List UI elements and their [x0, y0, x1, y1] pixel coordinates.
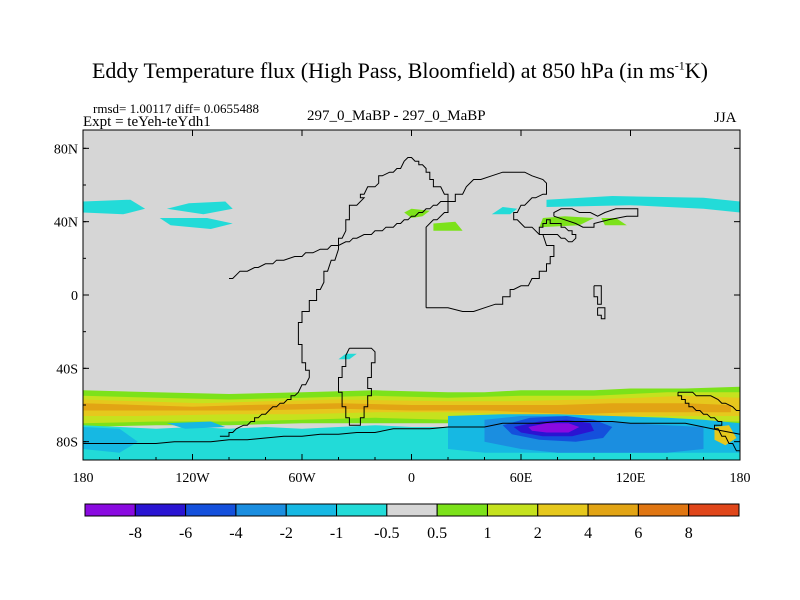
colorbar-swatch-8: [486, 503, 539, 517]
comparison-label: 297_0_MaBP - 297_0_MaBP: [307, 108, 486, 124]
colorbar-swatch-10: [587, 503, 639, 517]
x-tick-label: 60W: [288, 471, 316, 486]
chart-title-end: K): [684, 58, 708, 83]
colorbar-label: 6: [634, 525, 642, 542]
colorbar-swatch-2: [185, 503, 237, 517]
colorbar-swatch-4: [285, 503, 338, 517]
colorbar: -8 -6 -4 -2 -1 -0.5 0.5 1 2 4 6 8: [84, 503, 740, 542]
colorbar-label: -6: [179, 525, 192, 542]
x-tick-label: 60E: [510, 471, 533, 486]
colorbar-label: -8: [129, 525, 142, 542]
contour-region-6-level-1: [433, 221, 463, 231]
stats-label: rmsd= 1.00117 diff= 0.0655488: [93, 101, 259, 116]
contour-region-21-level--1: [166, 421, 226, 429]
colorbar-swatch-3: [235, 503, 287, 517]
colorbar-label: -1: [330, 525, 343, 542]
season-label: JJA: [714, 110, 737, 126]
colorbar-label: 8: [685, 525, 693, 542]
coastline-2: [425, 171, 555, 312]
x-tick-label: 0: [408, 471, 415, 486]
colorbar-label: 0.5: [427, 525, 447, 542]
contour-region-13-level-6: [83, 403, 731, 415]
colorbar-label: 4: [584, 525, 592, 542]
colorbar-label: -2: [280, 525, 293, 542]
coastline-layer: [83, 157, 740, 452]
contour-region-3-level--1: [546, 196, 740, 213]
chart-title: Eddy Temperature flux (High Pass, Bloomf…: [0, 58, 800, 84]
coastline-6: [553, 208, 639, 228]
y-tick-label: 40S: [56, 362, 78, 377]
y-tick-label: 40N: [54, 216, 78, 231]
contour-region-0-level--1: [83, 199, 146, 215]
chart-title-superscript: -1: [674, 58, 685, 73]
y-tick-label: 80N: [54, 142, 78, 157]
coastline-1: [338, 347, 376, 426]
contour-region-1-level--1: [166, 201, 233, 215]
x-tick-label: 120E: [616, 471, 646, 486]
coastline-0: [219, 157, 449, 437]
x-tick-label: 180: [73, 471, 94, 486]
colorbar-swatch-6: [386, 503, 438, 517]
y-axis: 80N 40N 0 40S 80S: [54, 142, 740, 451]
contour-region-9-level--1: [338, 353, 357, 360]
colorbar-swatch-0: [84, 503, 136, 517]
colorbar-swatch-7: [436, 503, 488, 517]
colorbar-swatch-1: [134, 503, 187, 517]
contour-region-7-level-1: [539, 216, 594, 228]
experiment-label: Expt = teYeh-teYdh1: [83, 114, 211, 130]
contour-region-4-level--1: [491, 207, 518, 215]
colorbar-label: -0.5: [374, 525, 399, 542]
colorbar-label: -4: [229, 525, 242, 542]
x-tick-label: 180: [730, 471, 751, 486]
x-tick-label: 120W: [175, 471, 210, 486]
contour-fill-layer: [83, 196, 740, 460]
colorbar-swatch-5: [336, 503, 388, 517]
contour-region-20-level--1: [83, 427, 138, 453]
coastline-8: [83, 421, 740, 444]
colorbar-label: 2: [534, 525, 542, 542]
coastline-5: [597, 307, 606, 320]
coastline-4: [593, 285, 602, 305]
contour-region-2-level--1: [159, 218, 233, 229]
colorbar-swatch-11: [637, 503, 690, 517]
colorbar-swatch-9: [537, 503, 589, 517]
chart-title-main: Eddy Temperature flux (High Pass, Bloomf…: [91, 58, 675, 83]
y-tick-label: 0: [71, 289, 78, 304]
colorbar-label: 1: [483, 525, 491, 542]
y-tick-label: 80S: [56, 436, 78, 451]
colorbar-swatch-12: [688, 503, 740, 517]
x-axis: 180 120W 60W 0 60E 120E 180: [73, 130, 751, 486]
contour-region-19-level--8: [528, 423, 580, 433]
coastline-3: [538, 219, 577, 243]
